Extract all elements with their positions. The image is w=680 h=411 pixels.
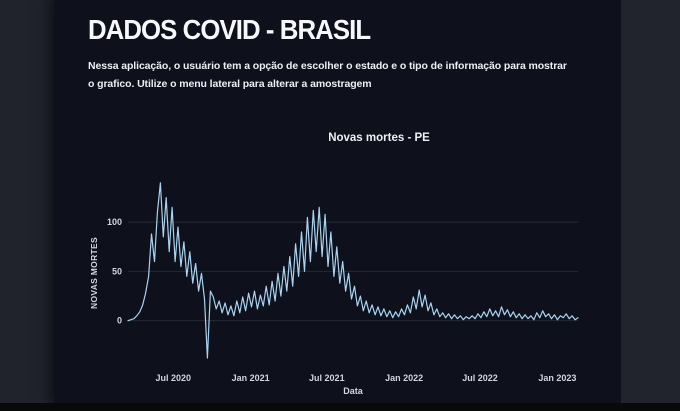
chart-title: Novas mortes - PE bbox=[328, 132, 430, 144]
page-title: DADOS COVID - BRASIL bbox=[88, 14, 371, 45]
page-description: Nessa aplicação, o usuário tem a opção d… bbox=[88, 60, 567, 90]
x-axis-label: Data bbox=[343, 386, 363, 396]
bottom-border-strip bbox=[0, 403, 680, 411]
side-menu-panel[interactable] bbox=[0, 0, 54, 403]
main-content: DADOS COVID - BRASIL Nessa aplicação, o … bbox=[54, 0, 621, 403]
right-margin-panel bbox=[621, 0, 680, 403]
y-axis-label: NOVAS MORTES bbox=[89, 237, 99, 309]
